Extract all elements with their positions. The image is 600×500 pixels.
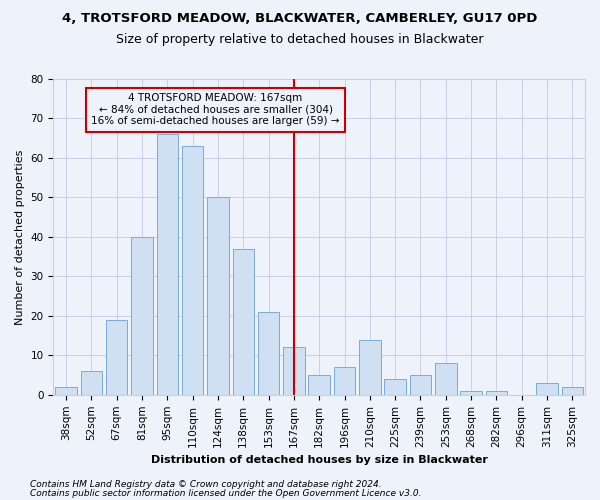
Text: 4 TROTSFORD MEADOW: 167sqm
← 84% of detached houses are smaller (304)
16% of sem: 4 TROTSFORD MEADOW: 167sqm ← 84% of deta… xyxy=(91,93,340,126)
Bar xyxy=(435,363,457,395)
Bar xyxy=(233,249,254,395)
Text: Size of property relative to detached houses in Blackwater: Size of property relative to detached ho… xyxy=(116,32,484,46)
Bar xyxy=(80,371,102,395)
Text: Contains HM Land Registry data © Crown copyright and database right 2024.: Contains HM Land Registry data © Crown c… xyxy=(30,480,382,489)
Bar xyxy=(55,387,77,395)
Bar xyxy=(258,312,280,395)
X-axis label: Distribution of detached houses by size in Blackwater: Distribution of detached houses by size … xyxy=(151,455,488,465)
Bar xyxy=(207,198,229,395)
Bar xyxy=(131,237,153,395)
Bar xyxy=(283,348,305,395)
Bar xyxy=(182,146,203,395)
Bar xyxy=(157,134,178,395)
Y-axis label: Number of detached properties: Number of detached properties xyxy=(15,149,25,324)
Bar xyxy=(308,375,330,395)
Bar xyxy=(359,340,380,395)
Bar xyxy=(460,391,482,395)
Text: Contains public sector information licensed under the Open Government Licence v3: Contains public sector information licen… xyxy=(30,489,421,498)
Bar xyxy=(410,375,431,395)
Bar xyxy=(385,379,406,395)
Bar xyxy=(536,383,558,395)
Text: 4, TROTSFORD MEADOW, BLACKWATER, CAMBERLEY, GU17 0PD: 4, TROTSFORD MEADOW, BLACKWATER, CAMBERL… xyxy=(62,12,538,26)
Bar xyxy=(485,391,507,395)
Bar xyxy=(106,320,127,395)
Bar xyxy=(562,387,583,395)
Bar xyxy=(334,367,355,395)
